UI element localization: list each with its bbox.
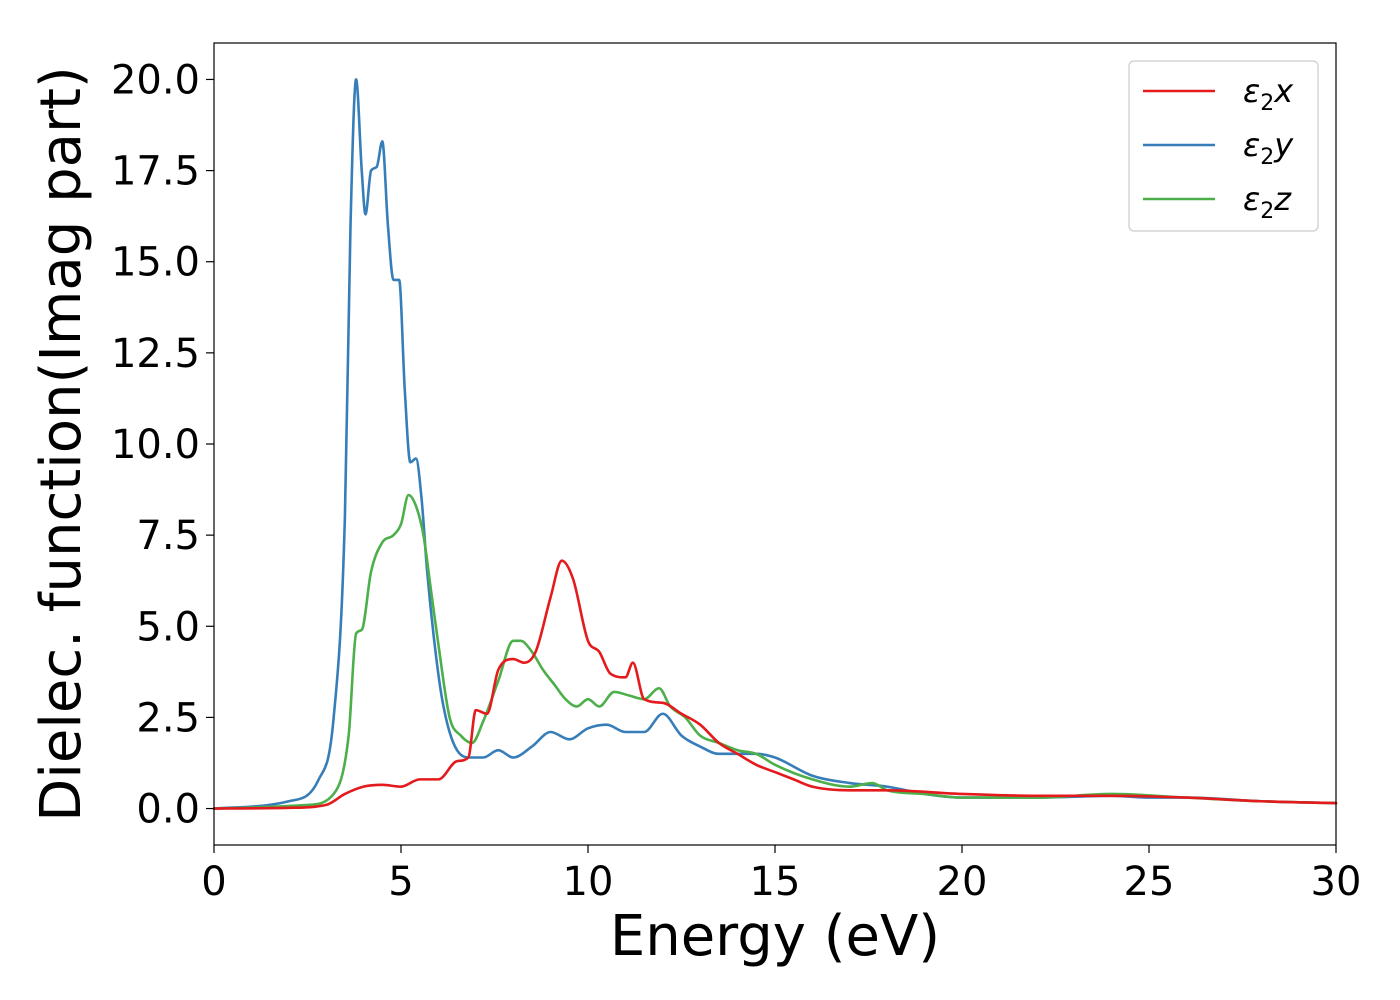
legend-label-suffix: x bbox=[1273, 72, 1294, 110]
legend-label-subscript: 2 bbox=[1260, 145, 1274, 170]
legend-label-suffix: y bbox=[1273, 126, 1294, 164]
y-tick-label: 7.5 bbox=[136, 513, 200, 559]
legend-box bbox=[1128, 60, 1319, 232]
x-axis: 0 5 10 15 20 25 30 bbox=[201, 845, 1361, 905]
y-tick-label: 20.0 bbox=[111, 57, 200, 103]
legend-label-subscript: 2 bbox=[1260, 91, 1274, 116]
y-tick-label: 12.5 bbox=[111, 331, 200, 377]
x-tick-label: 20 bbox=[937, 859, 988, 905]
x-tick-label: 0 bbox=[201, 859, 226, 905]
x-tick-label: 5 bbox=[388, 859, 413, 905]
series-line-z bbox=[212, 493, 1338, 810]
legend-label-base: ε bbox=[1243, 180, 1260, 218]
y-tick-label: 5.0 bbox=[136, 604, 200, 650]
y-tick-label: 15.0 bbox=[111, 240, 200, 286]
legend-label-subscript: 2 bbox=[1260, 199, 1274, 224]
y-tick-label: 10.0 bbox=[111, 422, 200, 468]
series-line-x bbox=[212, 559, 1338, 810]
x-axis-title: Energy (eV) bbox=[610, 904, 940, 969]
legend-label-base: ε bbox=[1243, 126, 1260, 164]
x-tick-label: 15 bbox=[750, 859, 801, 905]
y-tick-label: 2.5 bbox=[136, 695, 200, 741]
legend-label-y: ε2y bbox=[1243, 126, 1294, 170]
x-tick-label: 30 bbox=[1311, 859, 1362, 905]
legend-label-suffix: z bbox=[1273, 180, 1292, 218]
x-tick-label: 10 bbox=[563, 859, 614, 905]
y-tick-label: 0.0 bbox=[136, 787, 200, 833]
y-tick-label: 17.5 bbox=[111, 149, 200, 195]
series-layer bbox=[212, 78, 1338, 810]
legend-label-x: ε2x bbox=[1243, 72, 1294, 116]
y-axis-title: Dielec. function(Imag part) bbox=[29, 66, 94, 822]
legend-label-base: ε bbox=[1243, 72, 1260, 110]
x-tick-label: 25 bbox=[1124, 859, 1175, 905]
legend-label-z: ε2z bbox=[1243, 180, 1292, 224]
y-axis: 0.0 2.5 5.0 7.5 10.0 12.5 15.0 17.5 20.0 bbox=[111, 57, 214, 833]
series-line-y bbox=[212, 78, 1338, 810]
